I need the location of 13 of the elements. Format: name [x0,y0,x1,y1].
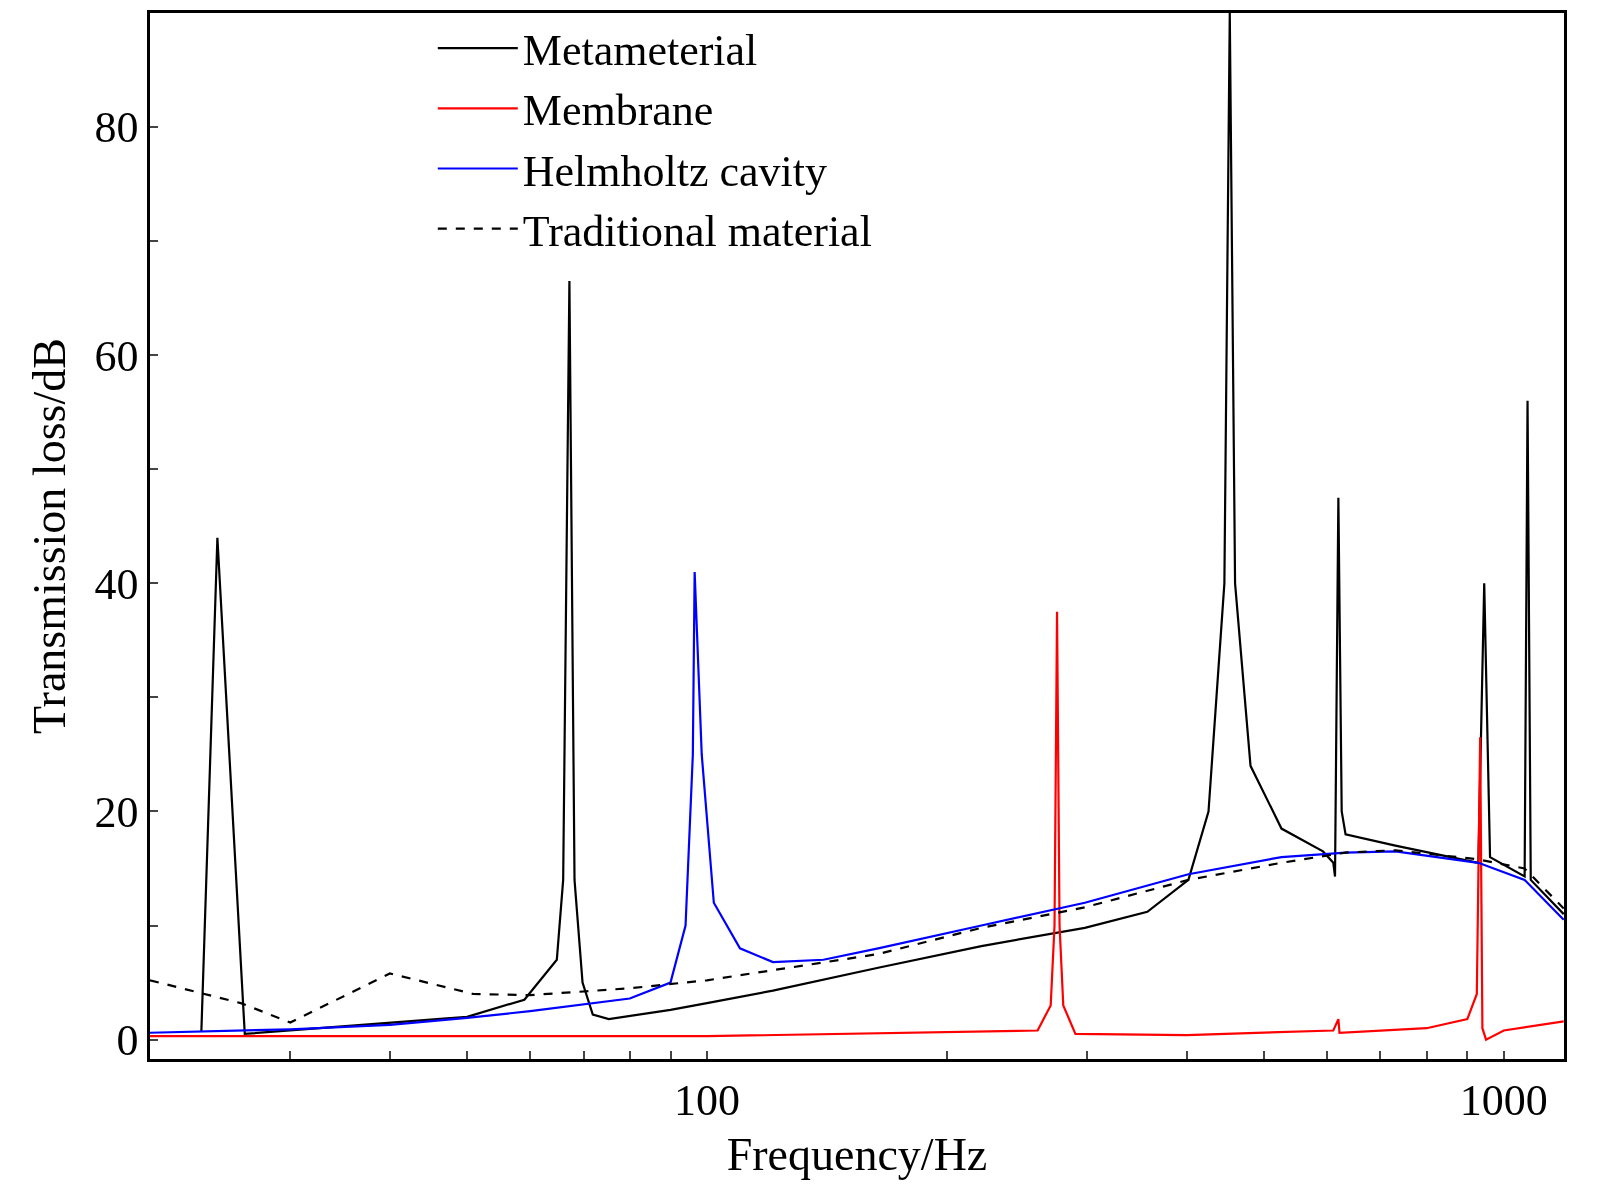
y-tick-label: 60 [94,331,139,381]
legend-label: Metameterial [522,26,758,76]
legend-label: Helmholtz cavity [522,146,828,196]
legend-label: Membrane [522,86,714,136]
x-tick-label: 1000 [1459,1075,1548,1125]
y-tick-label: 80 [94,103,139,153]
x-tick-label: 100 [673,1075,740,1125]
y-axis-title: Transmission loss/dB [23,338,75,734]
legend-label: Traditional material [522,206,872,256]
x-axis-title: Frequency/Hz [726,1129,988,1181]
y-tick-label: 0 [116,1016,139,1066]
y-tick-label: 40 [94,559,139,609]
y-tick-label: 20 [94,787,139,837]
